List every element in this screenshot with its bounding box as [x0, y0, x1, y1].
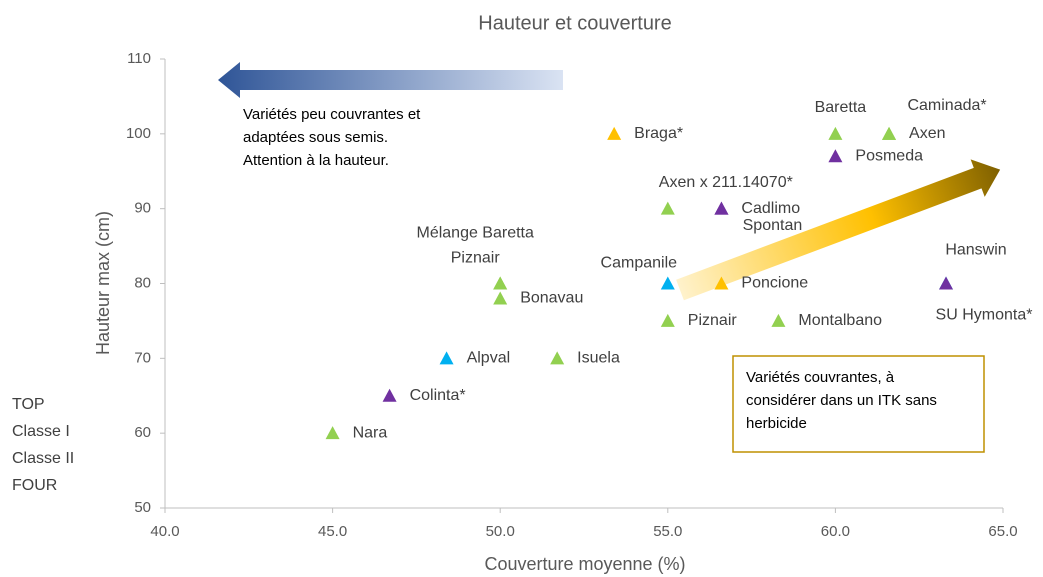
y-tick-label: 110 [127, 50, 151, 67]
y-tick-label: 70 [134, 349, 151, 366]
annotation-line: adaptées sous semis. [243, 129, 388, 146]
point-label: Bonavau [520, 290, 583, 307]
marker [828, 149, 843, 163]
y-tick-label: 60 [134, 424, 151, 441]
x-tick-label: 60.0 [821, 523, 850, 540]
marker [325, 426, 340, 440]
arrow-right [676, 159, 1001, 301]
marker [714, 201, 729, 215]
marker [493, 276, 508, 290]
point-label: Cadlimo [741, 200, 800, 217]
point-label: Spontan [743, 217, 803, 234]
annotation: Variétés couvrantes, à considérer dans un… [746, 369, 937, 432]
marker [828, 126, 843, 140]
legend-entry: Classe II [12, 450, 74, 467]
y-axis-label: Hauteur max (cm) [93, 211, 113, 355]
point-label: Alpval [467, 350, 511, 367]
marker [771, 313, 786, 327]
y-tick-label: 80 [134, 274, 151, 291]
x-tick-label: 65.0 [988, 523, 1017, 540]
point-label: Hanswin [945, 242, 1006, 259]
marker [882, 126, 897, 140]
annotation-box [732, 355, 985, 453]
point-label: Caminada* [907, 97, 986, 114]
x-tick-label: 40.0 [150, 523, 179, 540]
annotation: Variétés peu couvrantes et adaptées sous … [243, 106, 421, 169]
marker [660, 313, 675, 327]
marker [714, 276, 729, 290]
x-tick-label: 55.0 [653, 523, 682, 540]
point-label: Campanile [601, 255, 678, 272]
annotation-line: Variétés peu couvrantes et [243, 106, 421, 123]
annotation-line: considérer dans un ITK sans [746, 392, 937, 409]
point-label: Posmeda [855, 148, 923, 165]
marker [660, 201, 675, 215]
y-tick-label: 90 [134, 200, 151, 217]
x-tick-label: 50.0 [486, 523, 515, 540]
legend-entry: Classe I [12, 423, 70, 440]
point-label: Piznair [688, 312, 738, 329]
point-label: Montalbano [798, 312, 882, 329]
marker [439, 351, 454, 365]
annotation-line: Attention à la hauteur. [243, 152, 389, 169]
arrow-left [218, 62, 563, 98]
point-label: Axen [909, 125, 945, 142]
annotation-line: herbicide [746, 415, 807, 432]
marker [660, 276, 675, 290]
point-label: Mélange Baretta [416, 225, 534, 242]
marker [607, 126, 622, 140]
point-label: Isuela [577, 350, 620, 367]
legend-entry: TOP [12, 396, 45, 413]
point-label: Braga* [634, 125, 683, 142]
legend-entry: FOUR [12, 477, 57, 494]
point-label: Baretta [815, 99, 867, 116]
point-label: SU Hymonta* [936, 307, 1033, 324]
point-label: Axen x 211.14070* [659, 174, 793, 191]
y-tick-label: 50 [134, 499, 151, 516]
annotation-line: Variétés couvrantes, à [746, 369, 895, 386]
point-label: Piznair [451, 250, 501, 267]
point-label: Colinta* [410, 387, 466, 404]
chart-title: Hauteur et couverture [478, 12, 671, 34]
marker [493, 291, 508, 305]
marker [550, 351, 565, 365]
point-label: Poncione [741, 275, 808, 292]
point-label: Nara [353, 424, 388, 441]
x-axis-label: Couverture moyenne (%) [484, 554, 685, 574]
marker [939, 276, 954, 290]
y-tick-label: 100 [126, 125, 151, 142]
x-tick-label: 45.0 [318, 523, 347, 540]
marker [382, 388, 397, 402]
